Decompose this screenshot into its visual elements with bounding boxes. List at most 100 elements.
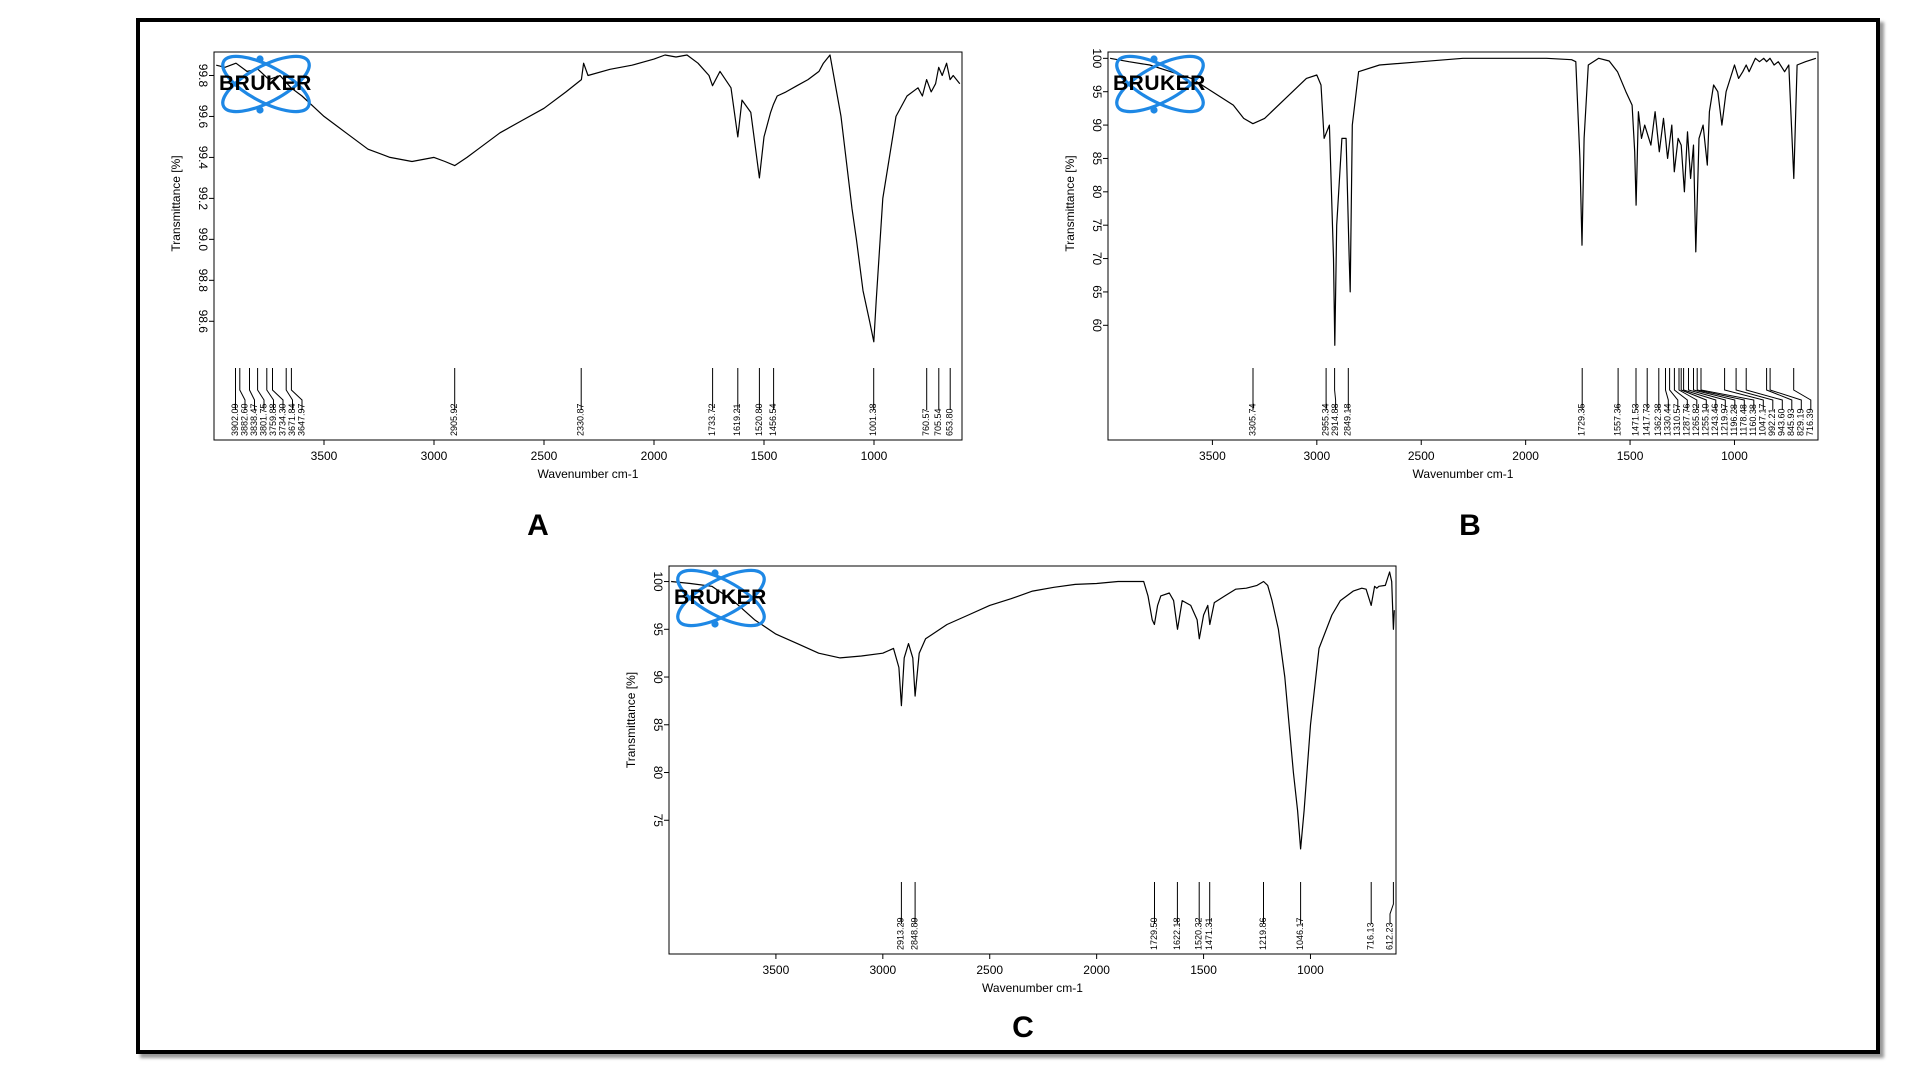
peak-marker xyxy=(1700,368,1755,410)
peak-label: 1729.50 xyxy=(1149,917,1159,950)
y-tick-label: 80 xyxy=(651,766,665,780)
figure-frame xyxy=(136,18,1880,1054)
peak-marker xyxy=(1769,368,1802,410)
peak-label: 2849.18 xyxy=(1343,403,1353,436)
x-tick-label: 2500 xyxy=(976,963,1003,977)
peak-label: 1219.86 xyxy=(1258,917,1268,950)
peak-label: 1622.18 xyxy=(1172,917,1182,950)
peak-label: 2905.92 xyxy=(449,403,459,436)
peak-marker xyxy=(257,368,265,410)
peak-marker xyxy=(1665,368,1669,410)
peak-label: 3734.30 xyxy=(277,403,287,436)
y-tick-label: 85 xyxy=(1090,152,1104,166)
x-tick-label: 1000 xyxy=(1297,963,1324,977)
peak-label: 1196.28 xyxy=(1729,404,1739,436)
y-tick-label: 85 xyxy=(651,718,665,732)
peak-label: 1619.21 xyxy=(732,403,742,436)
peak-label: 1310.57 xyxy=(1672,403,1682,436)
logo-orbit xyxy=(676,568,766,628)
y-tick-label: 100 xyxy=(1090,48,1104,68)
logo-dot xyxy=(711,620,719,628)
logo-orbit xyxy=(221,54,311,114)
peak-label: 1243.46 xyxy=(1710,403,1720,436)
peak-marker xyxy=(1683,368,1717,410)
peak-label: 1471.53 xyxy=(1630,403,1640,436)
x-axis-label: Wavenumber cm-1 xyxy=(982,981,1083,995)
panel-a-chart: 3500 3000 2500 2000 1500 1000 Wavenumber cm-1 9… xyxy=(169,51,963,481)
peak-label: 1729.35 xyxy=(1577,403,1587,436)
panel-b-chart: 3500 3000 2500 2000 1500 1000 Wavenumber cm-1 6… xyxy=(1063,48,1819,481)
peak-label: 1160.38 xyxy=(1748,404,1758,436)
peak-label: 3801.75 xyxy=(258,403,268,436)
peak-label: 2913.29 xyxy=(896,917,906,950)
peak-marker xyxy=(249,368,255,410)
peak-marker xyxy=(1693,368,1736,410)
y-tick-label: 99.4 xyxy=(196,146,210,170)
logo-dot xyxy=(256,55,264,63)
y-tick-label: 99.2 xyxy=(196,187,210,211)
y-tick-label: 99.8 xyxy=(196,64,210,88)
logo-dot xyxy=(256,106,264,114)
peak-label: 3647.97 xyxy=(296,403,306,436)
plot-frame xyxy=(1107,51,1819,441)
logo-orbit xyxy=(1115,54,1205,114)
peak-label: 1471.31 xyxy=(1204,917,1214,950)
peak-marker xyxy=(1793,368,1812,410)
y-tick-label: 90 xyxy=(651,670,665,684)
x-tick-label: 3500 xyxy=(1199,449,1226,463)
logo-orbit xyxy=(221,54,311,114)
peak-marker xyxy=(285,368,293,410)
peak-marker xyxy=(239,368,246,410)
panel-c-label: C xyxy=(1012,1011,1034,1044)
peak-label: 1456.54 xyxy=(768,403,778,436)
peak-label: 3759.88 xyxy=(268,403,278,436)
x-tick-label: 1500 xyxy=(1190,963,1217,977)
y-axis-label: Transmittance [%] xyxy=(169,155,183,251)
x-tick-label: 2500 xyxy=(531,449,558,463)
x-tick-label: 1000 xyxy=(861,449,888,463)
x-tick-label: 2000 xyxy=(1512,449,1539,463)
peak-label: 705.54 xyxy=(933,408,943,436)
peak-label: 1287.76 xyxy=(1682,403,1692,436)
y-tick-label: 90 xyxy=(1090,118,1104,132)
x-tick-label: 1500 xyxy=(751,449,778,463)
peak-label: 829.19 xyxy=(1796,408,1806,436)
y-axis-label: Transmittance [%] xyxy=(624,672,638,768)
spectrum-line xyxy=(671,571,1395,850)
y-tick-label: 70 xyxy=(1090,252,1104,266)
y-axis-label: Transmittance [%] xyxy=(1063,155,1077,251)
peak-marker xyxy=(290,368,303,410)
panel-b-label: B xyxy=(1459,509,1481,542)
peak-marker xyxy=(1766,368,1793,410)
x-tick-label: 2000 xyxy=(1083,963,1110,977)
spectrum-line xyxy=(1109,57,1817,346)
peak-marker xyxy=(1745,368,1783,410)
logo-orbit xyxy=(1115,54,1205,114)
plot-frame xyxy=(668,565,1397,955)
bruker-logo: BRUKER xyxy=(674,568,767,628)
y-tick-label: 98.8 xyxy=(196,269,210,293)
y-tick-label: 99.6 xyxy=(196,105,210,129)
peak-marker xyxy=(1673,368,1688,410)
y-tick-label: 99.0 xyxy=(196,228,210,252)
x-tick-label: 3500 xyxy=(311,449,338,463)
peak-label: 1046.17 xyxy=(1295,917,1305,950)
x-tick-label: 3500 xyxy=(763,963,790,977)
peak-label: 2330.87 xyxy=(576,403,586,436)
peak-label: 3882.60 xyxy=(239,403,249,436)
y-tick-label: 98.6 xyxy=(196,310,210,334)
peak-label: 845.93 xyxy=(1786,408,1796,436)
peak-marker xyxy=(272,368,284,410)
peak-label: 943.60 xyxy=(1777,408,1787,436)
x-tick-label: 2500 xyxy=(1408,449,1435,463)
peak-label: 1265.82 xyxy=(1691,403,1701,436)
logo-text: BRUKER xyxy=(219,72,312,95)
peak-label: 1417.73 xyxy=(1642,403,1652,436)
panel-c-chart: 3500 3000 2500 2000 1500 1000 Wavenumber cm-1 7… xyxy=(624,565,1397,995)
logo-dot xyxy=(1150,55,1158,63)
x-tick-label: 3000 xyxy=(1303,449,1330,463)
peak-label: 1330.44 xyxy=(1663,403,1673,436)
peak-marker xyxy=(1678,368,1698,410)
logo-text: BRUKER xyxy=(674,586,767,609)
y-tick-label: 75 xyxy=(651,814,665,828)
